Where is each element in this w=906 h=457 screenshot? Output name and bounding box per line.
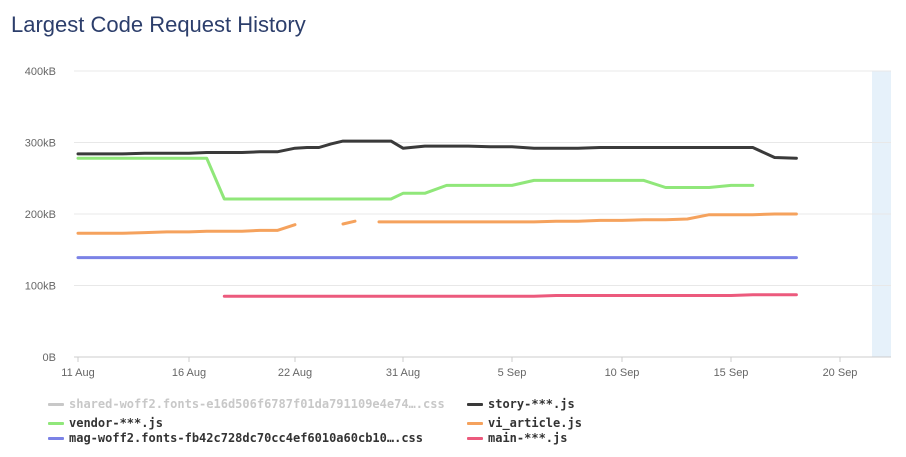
y-tick-label: 200kB <box>25 209 56 221</box>
x-tick-label: 31 Aug <box>386 367 420 379</box>
y-tick-label: 400kB <box>25 66 56 78</box>
x-tick-label: 5 Sep <box>498 367 527 379</box>
legend-item[interactable]: story-***.js <box>467 397 575 411</box>
x-tick-label: 15 Sep <box>714 367 749 379</box>
legend-label: vendor-***.js <box>69 416 163 430</box>
legend-item[interactable]: vi_article.js <box>467 416 582 430</box>
x-tick-label: 22 Aug <box>278 367 312 379</box>
x-tick-label: 11 Aug <box>61 367 94 379</box>
legend-swatch <box>48 402 64 406</box>
legend-swatch <box>467 421 483 425</box>
series-line-2 <box>377 212 798 224</box>
series-layer <box>76 139 798 298</box>
legend-label: main-***.js <box>488 431 568 445</box>
legend-item[interactable]: shared-woff2.fonts-e16d506f6787f01da7911… <box>48 397 445 411</box>
legend-label: shared-woff2.fonts-e16d506f6787f01da7911… <box>69 397 445 411</box>
x-tick-label: 10 Sep <box>605 367 640 379</box>
x-tick-label: 20 Sep <box>823 367 858 379</box>
series-line-1 <box>76 139 798 160</box>
legend-swatch <box>48 436 64 440</box>
legend-swatch <box>48 421 64 425</box>
y-tick-label: 100kB <box>25 281 56 293</box>
axis-layer: 0B 100kB 200kB 300kB 400kB 11 Aug 16 Aug 22 Aug… <box>25 66 858 379</box>
x-tick-label: 16 Aug <box>172 367 206 379</box>
page-title: Largest Code Request History <box>11 12 306 37</box>
legend-item[interactable]: main-***.js <box>467 431 567 445</box>
legend-label: story-***.js <box>488 397 575 411</box>
legend-swatch <box>467 436 483 440</box>
legend-label: vi_article.js <box>488 416 582 430</box>
y-tick-label: 300kB <box>25 138 56 150</box>
series-line-2 <box>341 219 357 226</box>
legend-label: mag-woff2.fonts-fb42c728dc70cc4ef6010a60… <box>69 431 424 445</box>
y-tick-label: 0B <box>43 352 56 364</box>
grid-layer <box>74 70 891 358</box>
legend-item[interactable]: mag-woff2.fonts-fb42c728dc70cc4ef6010a60… <box>48 431 423 445</box>
series-line-3 <box>76 156 755 201</box>
series-line-2 <box>76 223 297 235</box>
legend-swatch <box>467 402 483 406</box>
series-line-5 <box>222 293 798 298</box>
legend-item[interactable]: vendor-***.js <box>48 416 163 430</box>
